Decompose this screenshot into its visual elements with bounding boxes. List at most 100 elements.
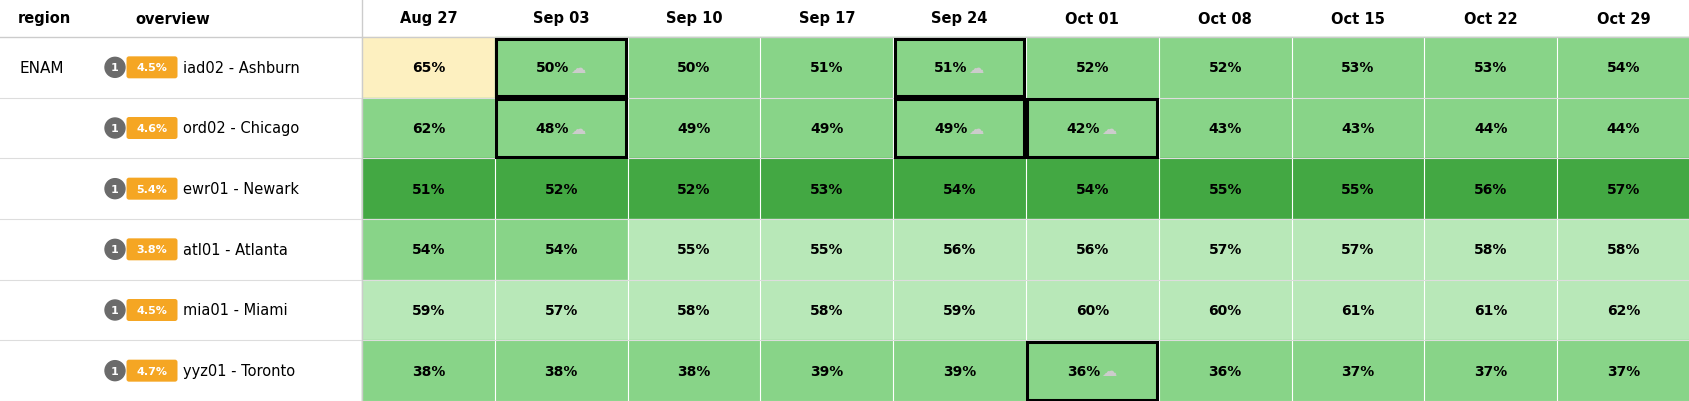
- Text: 56%: 56%: [942, 243, 976, 257]
- Bar: [0, 159, 361, 219]
- Text: 39%: 39%: [809, 364, 843, 378]
- Bar: [1159, 280, 1290, 340]
- Bar: [1025, 38, 1159, 98]
- Text: 54%: 54%: [544, 243, 578, 257]
- Text: 58%: 58%: [809, 303, 843, 317]
- Bar: [0, 38, 361, 98]
- Bar: [1025, 98, 1159, 159]
- Text: yyz01 - Toronto: yyz01 - Toronto: [182, 363, 296, 378]
- Bar: [1025, 340, 1159, 401]
- Bar: [1025, 159, 1159, 219]
- Bar: [0, 0, 1689, 38]
- Bar: [893, 38, 1025, 98]
- Bar: [1424, 340, 1556, 401]
- Text: ☁: ☁: [569, 61, 584, 76]
- Text: Oct 22: Oct 22: [1463, 12, 1517, 26]
- Bar: [361, 159, 495, 219]
- FancyBboxPatch shape: [127, 57, 177, 79]
- Bar: [1556, 219, 1689, 280]
- Bar: [893, 39, 1024, 97]
- Text: 38%: 38%: [544, 364, 578, 378]
- Text: 52%: 52%: [677, 182, 711, 196]
- FancyBboxPatch shape: [127, 178, 177, 200]
- Bar: [893, 159, 1025, 219]
- Text: mia01 - Miami: mia01 - Miami: [182, 303, 287, 318]
- Text: 59%: 59%: [412, 303, 444, 317]
- Bar: [361, 38, 495, 98]
- Bar: [1159, 38, 1290, 98]
- Text: 62%: 62%: [1606, 303, 1640, 317]
- Bar: [361, 219, 495, 280]
- Text: Sep 10: Sep 10: [665, 12, 721, 26]
- Bar: [1027, 100, 1157, 158]
- Bar: [1290, 38, 1424, 98]
- Text: ☁: ☁: [968, 121, 983, 136]
- Bar: [1159, 219, 1290, 280]
- FancyBboxPatch shape: [127, 360, 177, 382]
- Circle shape: [105, 240, 125, 260]
- Bar: [361, 98, 495, 159]
- Bar: [760, 280, 893, 340]
- Bar: [1424, 219, 1556, 280]
- Text: 42%: 42%: [1066, 122, 1100, 136]
- Bar: [1556, 98, 1689, 159]
- Text: 62%: 62%: [412, 122, 444, 136]
- Bar: [760, 38, 893, 98]
- Text: 57%: 57%: [1208, 243, 1241, 257]
- Circle shape: [105, 300, 125, 320]
- Bar: [893, 280, 1025, 340]
- Bar: [1290, 159, 1424, 219]
- Text: 53%: 53%: [809, 182, 843, 196]
- Bar: [1159, 159, 1290, 219]
- Bar: [1424, 98, 1556, 159]
- Bar: [1424, 38, 1556, 98]
- Text: 38%: 38%: [677, 364, 711, 378]
- Text: 50%: 50%: [677, 61, 711, 75]
- Text: 52%: 52%: [1074, 61, 1108, 75]
- Text: 37%: 37%: [1606, 364, 1640, 378]
- Text: 39%: 39%: [942, 364, 976, 378]
- Text: 61%: 61%: [1341, 303, 1373, 317]
- Text: atl01 - Atlanta: atl01 - Atlanta: [182, 242, 287, 257]
- Text: region: region: [19, 12, 71, 26]
- Bar: [627, 38, 760, 98]
- Text: Oct 29: Oct 29: [1596, 12, 1650, 26]
- Text: 44%: 44%: [1606, 122, 1640, 136]
- Text: 56%: 56%: [1473, 182, 1507, 196]
- Text: 1: 1: [111, 245, 118, 255]
- Bar: [495, 98, 627, 159]
- Bar: [0, 98, 361, 159]
- Bar: [627, 340, 760, 401]
- Bar: [893, 340, 1025, 401]
- Circle shape: [105, 361, 125, 381]
- Text: 54%: 54%: [1074, 182, 1108, 196]
- Bar: [495, 38, 627, 98]
- Text: 50%: 50%: [535, 61, 569, 75]
- Text: 37%: 37%: [1341, 364, 1373, 378]
- Text: 49%: 49%: [934, 122, 966, 136]
- Text: Sep 03: Sep 03: [532, 12, 589, 26]
- Text: 60%: 60%: [1076, 303, 1108, 317]
- Text: 57%: 57%: [1341, 243, 1373, 257]
- Text: 44%: 44%: [1473, 122, 1507, 136]
- Bar: [1290, 219, 1424, 280]
- Text: 37%: 37%: [1473, 364, 1507, 378]
- Bar: [1556, 280, 1689, 340]
- Bar: [760, 159, 893, 219]
- Circle shape: [105, 58, 125, 78]
- Text: 36%: 36%: [1208, 364, 1241, 378]
- Text: ☁: ☁: [1101, 363, 1116, 378]
- FancyBboxPatch shape: [127, 118, 177, 140]
- Bar: [760, 219, 893, 280]
- Bar: [627, 159, 760, 219]
- Bar: [0, 219, 361, 280]
- Text: 49%: 49%: [809, 122, 843, 136]
- Text: 52%: 52%: [1208, 61, 1241, 75]
- Text: 43%: 43%: [1341, 122, 1373, 136]
- Text: 1: 1: [111, 63, 118, 73]
- Text: 49%: 49%: [677, 122, 711, 136]
- Bar: [1424, 159, 1556, 219]
- Text: 5.4%: 5.4%: [137, 184, 167, 194]
- Bar: [760, 340, 893, 401]
- Text: iad02 - Ashburn: iad02 - Ashburn: [182, 61, 299, 76]
